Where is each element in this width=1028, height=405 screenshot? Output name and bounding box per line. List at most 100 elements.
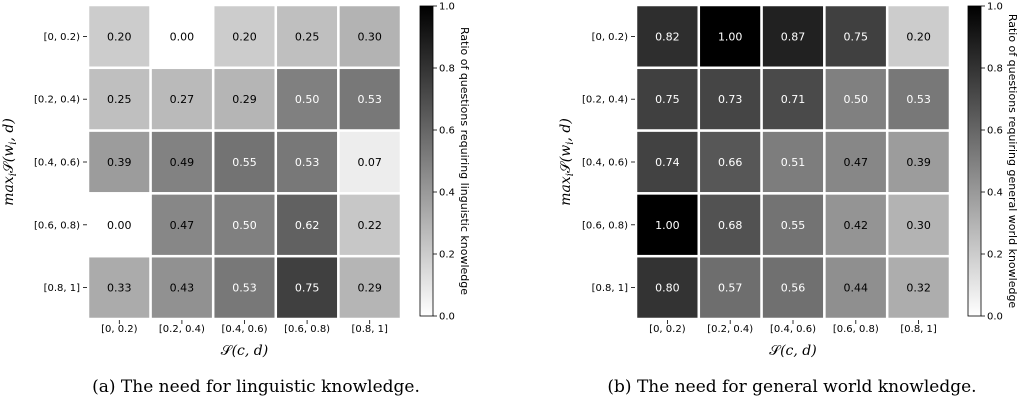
x-axis-title: 𝒮(c, d) xyxy=(221,343,268,359)
heatmap-cell xyxy=(211,254,278,321)
cell-value-label: 0.39 xyxy=(107,156,132,169)
cell-value-label: 0.49 xyxy=(170,156,195,169)
colorbar-tick-label: 0.0 xyxy=(439,312,455,323)
heatmap-cell xyxy=(337,66,403,132)
cell-value-label: 0.42 xyxy=(844,219,869,232)
heatmap-cell xyxy=(823,254,889,321)
cell-value-label: 0.29 xyxy=(232,93,257,106)
heatmap-cell xyxy=(634,129,701,195)
colorbar-tick-label: 0.2 xyxy=(439,250,455,261)
colorbar-tick-label: 1.0 xyxy=(439,2,455,13)
x-tick-label: [0.2, 0.4) xyxy=(707,324,753,335)
y-tick-label: [0.8, 1] xyxy=(592,283,629,294)
figure-caption: (a) The need for linguistic knowledge. xyxy=(92,377,420,397)
heatmap-cell xyxy=(885,254,952,321)
cell-value-label: 0.56 xyxy=(781,282,806,295)
y-tick-label: [0.6, 0.8) xyxy=(34,220,80,231)
cell-value-label: 0.68 xyxy=(718,219,743,232)
heatmap-cell xyxy=(86,254,152,321)
heatmap-cell xyxy=(697,3,763,70)
cell-value-label: 0.44 xyxy=(844,282,869,295)
cell-value-label: 1.00 xyxy=(655,219,680,232)
cell-value-label: 0.50 xyxy=(844,93,869,106)
heatmap-cell xyxy=(274,192,340,258)
cell-value-label: 0.47 xyxy=(844,156,869,169)
cell-value-label: 0.75 xyxy=(295,282,320,295)
cell-value-label: 0.51 xyxy=(781,156,806,169)
heatmap-cell xyxy=(634,254,701,321)
cell-value-label: 0.62 xyxy=(295,219,320,232)
x-tick-label: [0, 0.2) xyxy=(649,324,686,335)
heatmap-panel-b: 0.82 1.00 0.87 0.75 0.20 0.75 0.73 0.71 0.50 0.53… xyxy=(558,2,1019,398)
cell-value-label: 0.75 xyxy=(844,30,869,43)
cell-value-label: 0.20 xyxy=(107,30,132,43)
cell-value-label: 0.27 xyxy=(170,93,195,106)
cell-value-label: 0.33 xyxy=(107,282,132,295)
cell-value-label: 0.20 xyxy=(906,30,931,43)
colorbar-tick-label: 0.8 xyxy=(439,64,455,75)
cell-value-label: 0.71 xyxy=(781,93,806,106)
heatmap-cell xyxy=(697,254,763,321)
x-tick-label: [0.8, 1] xyxy=(900,324,937,335)
y-tick-label: [0.2, 0.4) xyxy=(34,95,80,106)
cell-value-label: 1.00 xyxy=(718,30,743,43)
y-tick-label: [0.2, 0.4) xyxy=(582,95,628,106)
heatmap-cell xyxy=(149,192,215,258)
x-tick-label: [0.2, 0.4) xyxy=(159,324,205,335)
colorbar-tick-label: 0.6 xyxy=(439,126,455,137)
y-tick-label: [0.8, 1] xyxy=(44,283,81,294)
y-axis-title: maxi𝒮(wi, d) xyxy=(1,118,19,206)
cell-value-label: 0.00 xyxy=(170,30,195,43)
y-tick-label: [0.4, 0.6) xyxy=(582,158,628,169)
colorbar xyxy=(419,5,434,317)
cell-value-label: 0.53 xyxy=(295,156,320,169)
colorbar-tick-label: 0.8 xyxy=(987,64,1003,75)
x-tick-label: [0.4, 0.6) xyxy=(222,324,268,335)
colorbar-tick-label: 1.0 xyxy=(987,2,1003,13)
colorbar-title: Ratio of questions requiring linguistic … xyxy=(458,27,471,295)
heatmap-panel-a: 0.20 0.00 0.20 0.25 0.30 0.25 0.27 0.29 0.50 0.53… xyxy=(1,2,471,398)
heatmap-cell xyxy=(274,129,340,195)
x-axis-title: 𝒮(c, d) xyxy=(769,343,816,359)
cell-value-label: 0.87 xyxy=(781,30,806,43)
x-tick-label: [0.6, 0.8) xyxy=(833,324,879,335)
cell-value-label: 0.00 xyxy=(107,219,132,232)
heatmap-cell xyxy=(337,192,403,258)
heatmap-cell xyxy=(211,66,278,132)
heatmap-cell xyxy=(86,66,152,132)
heatmap-cell xyxy=(885,66,952,132)
colorbar-tick-label: 0.4 xyxy=(987,188,1003,199)
colorbar-title: Ratio of questions requiring general wor… xyxy=(1006,14,1019,309)
cell-value-label: 0.53 xyxy=(232,282,257,295)
x-tick-label: [0.6, 0.8) xyxy=(284,324,330,335)
cell-value-label: 0.20 xyxy=(232,30,257,43)
cell-value-label: 0.80 xyxy=(655,282,680,295)
cell-value-label: 0.07 xyxy=(357,156,382,169)
cell-value-label: 0.47 xyxy=(170,219,195,232)
heatmap-cell xyxy=(149,254,215,321)
x-tick-label: [0.8, 1] xyxy=(351,324,388,335)
cell-value-label: 0.55 xyxy=(781,219,806,232)
cell-value-label: 0.82 xyxy=(655,30,680,43)
cell-value-label: 0.39 xyxy=(906,156,931,169)
heatmap-cell xyxy=(885,129,952,195)
y-axis-title: maxi𝒮(wi, d) xyxy=(558,118,576,206)
cell-value-label: 0.30 xyxy=(357,30,382,43)
cell-value-label: 0.55 xyxy=(232,156,257,169)
cell-value-label: 0.73 xyxy=(718,93,743,106)
heatmap-cell xyxy=(337,254,403,321)
cell-value-label: 0.32 xyxy=(906,282,931,295)
cell-value-label: 0.53 xyxy=(357,93,382,106)
cell-value-label: 0.53 xyxy=(906,93,931,106)
colorbar-tick-label: 0.4 xyxy=(439,188,455,199)
cell-value-label: 0.43 xyxy=(170,282,195,295)
cell-value-label: 0.57 xyxy=(718,282,743,295)
cell-value-label: 0.22 xyxy=(357,219,382,232)
cell-value-label: 0.74 xyxy=(655,156,680,169)
x-tick-label: [0, 0.2) xyxy=(101,324,138,335)
figure-caption: (b) The need for general world knowledge… xyxy=(607,377,976,397)
cell-value-label: 0.50 xyxy=(295,93,320,106)
colorbar-tick-label: 0.2 xyxy=(987,250,1003,261)
heatmap-cell xyxy=(149,129,215,195)
